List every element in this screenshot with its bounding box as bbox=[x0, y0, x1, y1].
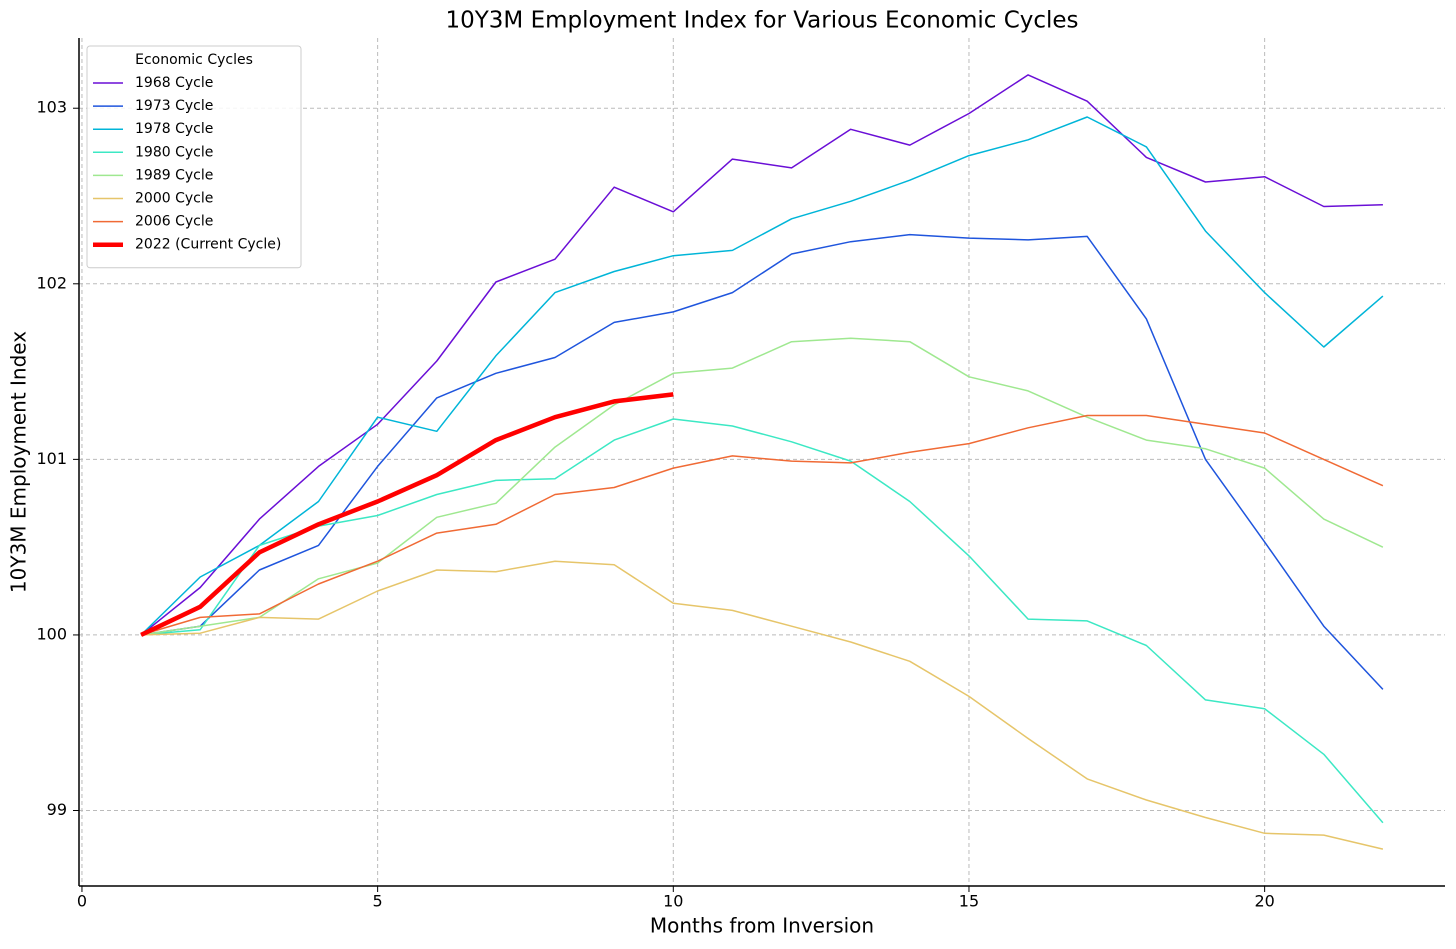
series-line bbox=[140, 392, 674, 637]
legend-label: 1968 Cycle bbox=[135, 75, 213, 91]
x-tick-label: 0 bbox=[77, 892, 87, 911]
series-line bbox=[141, 418, 1384, 824]
legend-label: 1980 Cycle bbox=[135, 144, 213, 160]
legend-label: 1989 Cycle bbox=[135, 167, 213, 183]
series-line bbox=[141, 560, 1384, 850]
y-tick-label: 99 bbox=[47, 800, 67, 819]
y-axis-label: 10Y3M Employment Index bbox=[7, 331, 31, 593]
series-line bbox=[140, 116, 1384, 636]
series-line bbox=[140, 337, 1384, 636]
x-tick-label: 15 bbox=[959, 892, 979, 911]
x-tick-label: 10 bbox=[663, 892, 683, 911]
legend-label: 1978 Cycle bbox=[135, 121, 213, 137]
series-line bbox=[140, 74, 1383, 636]
legend-label: 2022 (Current Cycle) bbox=[135, 237, 281, 253]
legend-label: 1973 Cycle bbox=[135, 98, 213, 114]
x-tick-label: 5 bbox=[373, 892, 383, 911]
y-tick-label: 100 bbox=[36, 624, 67, 643]
y-tick-label: 103 bbox=[36, 98, 67, 117]
legend-label: 2000 Cycle bbox=[135, 191, 213, 207]
legend-title: Economic Cycles bbox=[135, 52, 253, 68]
y-tick-label: 102 bbox=[36, 273, 67, 292]
legend-box bbox=[86, 45, 302, 269]
x-axis-label: Months from Inversion bbox=[650, 914, 874, 938]
series-line bbox=[140, 233, 1384, 690]
y-tick-label: 101 bbox=[36, 449, 67, 468]
series-line bbox=[140, 414, 1384, 636]
legend-label: 2006 Cycle bbox=[135, 214, 213, 230]
chart-title: 10Y3M Employment Index for Various Econo… bbox=[445, 8, 1078, 34]
x-tick-label: 20 bbox=[1254, 892, 1274, 911]
